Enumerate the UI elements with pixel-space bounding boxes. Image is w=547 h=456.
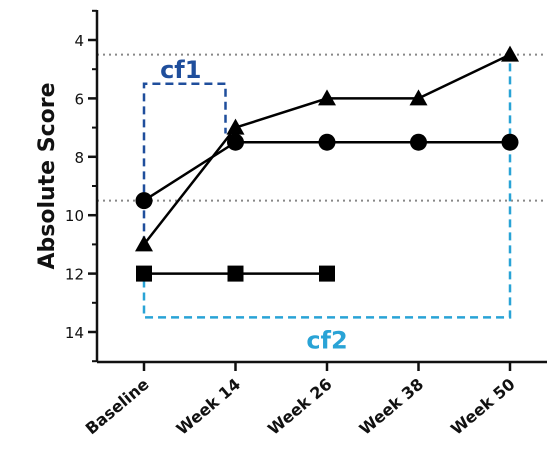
x-tick-label: Week 38 (356, 375, 427, 439)
annotation-bracket (142, 82, 227, 245)
triangle-marker (226, 118, 245, 135)
square-marker (227, 265, 244, 282)
annotation-label: cf2 (306, 326, 347, 354)
series-line (143, 140, 510, 202)
circle-marker (318, 133, 336, 151)
y-tick-label: 14 (65, 324, 84, 342)
x-tick-label: Week 26 (264, 375, 335, 439)
x-ticks: Baseline Week 14 Week 26 Week 38 Week 50 (82, 362, 519, 439)
triangle-marker (318, 89, 336, 106)
series-markers (135, 45, 519, 282)
y-tick-label: 4 (74, 32, 84, 50)
circle-marker (227, 133, 244, 151)
triangle-marker (135, 235, 153, 252)
x-tick-label: Week 50 (447, 375, 518, 439)
square-marker (136, 265, 152, 282)
square-marker (319, 265, 335, 282)
x-tick-label: Baseline (82, 374, 153, 438)
y-tick-label: 12 (65, 266, 84, 284)
annotation-bracket (142, 55, 512, 319)
y-tick-label: 10 (65, 207, 84, 225)
circle-marker (501, 133, 519, 151)
annotation-label: cf1 (160, 56, 201, 84)
y-axis-label: Absolute Score (35, 82, 60, 269)
circle-marker (135, 192, 153, 210)
circle-marker (410, 133, 427, 151)
y-tick-label: 8 (74, 149, 84, 167)
triangle-marker (501, 45, 519, 62)
y-ticks: 4 6 8 10 12 14 (65, 9, 97, 363)
annotation-boxes: cf1 cf2 (142, 55, 512, 354)
x-tick-label: Week 14 (173, 375, 244, 439)
series-lines (143, 53, 511, 275)
y-tick-label: 6 (74, 90, 84, 108)
triangle-marker (409, 89, 428, 106)
